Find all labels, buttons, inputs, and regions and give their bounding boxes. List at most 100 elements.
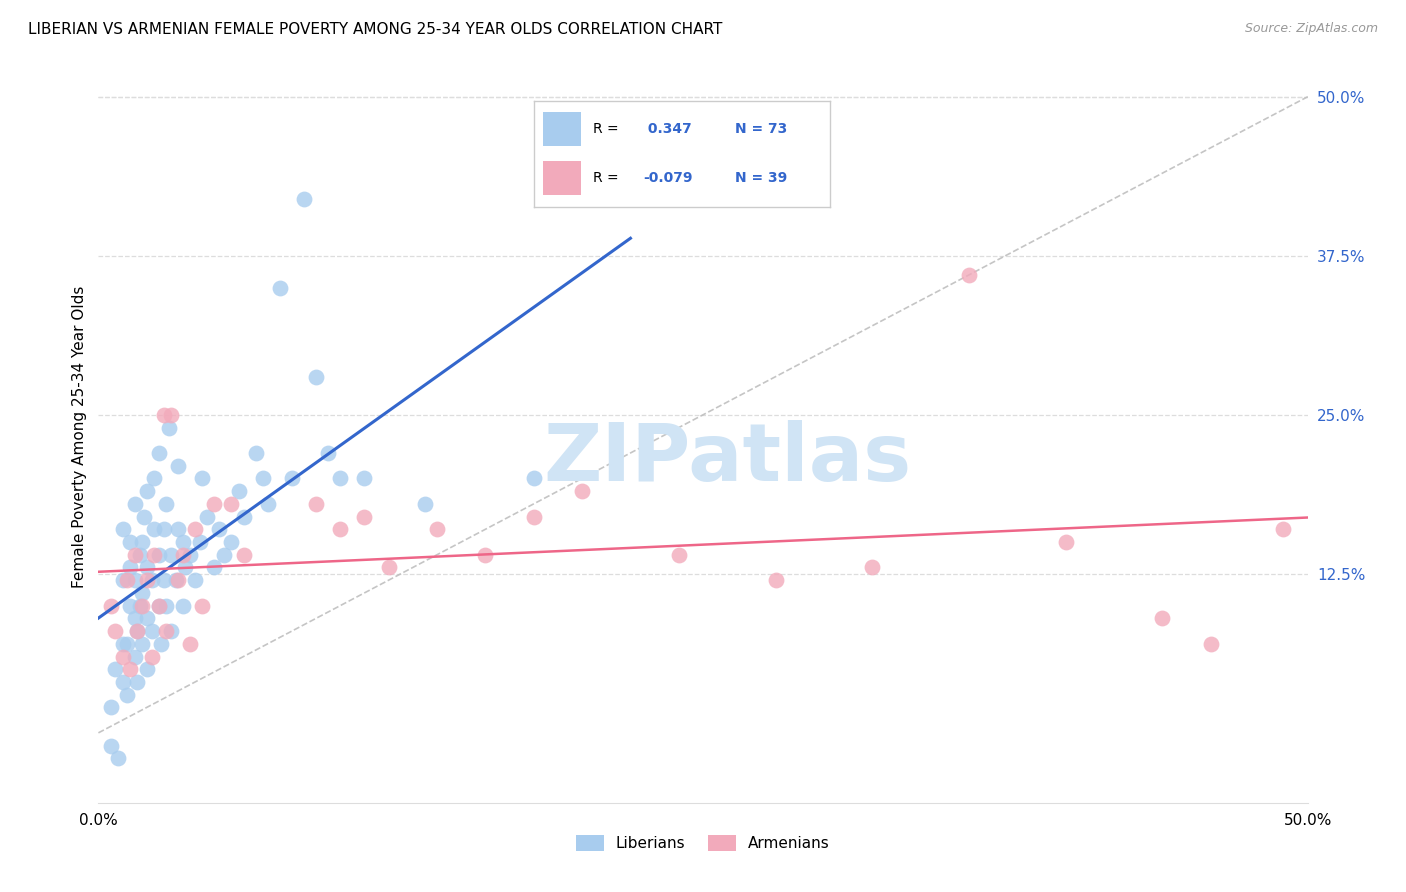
Point — [150, 637, 173, 651]
Point — [212, 548, 235, 562]
Point — [204, 497, 226, 511]
Point — [474, 548, 496, 562]
Point — [104, 662, 127, 676]
Point — [179, 548, 201, 562]
Point — [172, 535, 194, 549]
Point — [252, 471, 274, 485]
Point — [135, 560, 157, 574]
Point — [305, 369, 328, 384]
Point — [221, 535, 243, 549]
Point — [143, 471, 166, 485]
Point — [111, 637, 134, 651]
Point — [957, 268, 980, 282]
Point — [160, 624, 183, 638]
Point — [269, 280, 291, 294]
Point — [131, 535, 153, 549]
Point — [111, 573, 134, 587]
Point — [668, 548, 690, 562]
Point — [152, 408, 174, 422]
Point — [111, 649, 134, 664]
Point — [135, 573, 157, 587]
Point — [208, 522, 231, 536]
Point — [117, 573, 139, 587]
Point — [124, 649, 146, 664]
Point — [188, 535, 211, 549]
Point — [221, 497, 243, 511]
Point — [141, 624, 163, 638]
Point — [245, 446, 267, 460]
Point — [167, 458, 190, 473]
Point — [1272, 522, 1295, 536]
Point — [228, 484, 250, 499]
Point — [155, 599, 177, 613]
Point — [148, 599, 170, 613]
Point — [1199, 637, 1222, 651]
Point — [305, 497, 328, 511]
Point — [127, 624, 149, 638]
Point — [1152, 611, 1174, 625]
Point — [184, 573, 207, 587]
Point — [100, 700, 122, 714]
Point — [131, 637, 153, 651]
Point — [157, 420, 180, 434]
Point — [165, 573, 187, 587]
Point — [148, 548, 170, 562]
Point — [292, 192, 315, 206]
Point — [860, 560, 883, 574]
Point — [172, 548, 194, 562]
Point — [191, 599, 214, 613]
Point — [174, 560, 197, 574]
Point — [329, 471, 352, 485]
Point — [118, 599, 141, 613]
Point — [426, 522, 449, 536]
Point — [135, 662, 157, 676]
Point — [316, 446, 339, 460]
Point — [329, 522, 352, 536]
Point — [124, 497, 146, 511]
Point — [1054, 535, 1077, 549]
Y-axis label: Female Poverty Among 25-34 Year Olds: Female Poverty Among 25-34 Year Olds — [72, 286, 87, 588]
Point — [353, 509, 375, 524]
Point — [143, 522, 166, 536]
Point — [179, 637, 201, 651]
Text: ZIPatlas: ZIPatlas — [543, 420, 911, 498]
Text: Source: ZipAtlas.com: Source: ZipAtlas.com — [1244, 22, 1378, 36]
Point — [128, 599, 150, 613]
Point — [152, 573, 174, 587]
Point — [124, 611, 146, 625]
Point — [141, 649, 163, 664]
Point — [232, 548, 254, 562]
Point — [195, 509, 218, 524]
Point — [523, 471, 546, 485]
Point — [118, 560, 141, 574]
Point — [353, 471, 375, 485]
Point — [191, 471, 214, 485]
Point — [172, 599, 194, 613]
Point — [204, 560, 226, 574]
Point — [124, 573, 146, 587]
Point — [117, 637, 139, 651]
Legend: Liberians, Armenians: Liberians, Armenians — [569, 830, 837, 857]
Point — [148, 599, 170, 613]
Point — [127, 624, 149, 638]
Point — [143, 548, 166, 562]
Point — [100, 599, 122, 613]
Point — [111, 522, 134, 536]
Point — [141, 573, 163, 587]
Point — [155, 624, 177, 638]
Point — [131, 599, 153, 613]
Point — [571, 484, 593, 499]
Point — [134, 509, 156, 524]
Text: LIBERIAN VS ARMENIAN FEMALE POVERTY AMONG 25-34 YEAR OLDS CORRELATION CHART: LIBERIAN VS ARMENIAN FEMALE POVERTY AMON… — [28, 22, 723, 37]
Point — [135, 484, 157, 499]
Point — [281, 471, 304, 485]
Point — [135, 611, 157, 625]
Point — [184, 522, 207, 536]
Point — [111, 675, 134, 690]
Point — [167, 573, 190, 587]
Point — [167, 522, 190, 536]
Point — [107, 751, 129, 765]
Point — [117, 688, 139, 702]
Point — [160, 408, 183, 422]
Point — [377, 560, 399, 574]
